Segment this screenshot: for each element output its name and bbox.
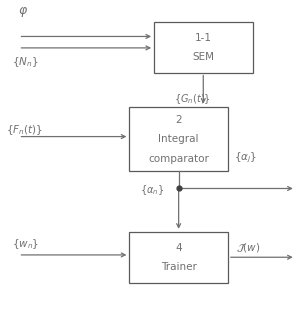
Text: 1-1: 1-1 <box>195 33 212 43</box>
Text: 4: 4 <box>175 243 182 253</box>
Text: $\{F_n(t)\}$: $\{F_n(t)\}$ <box>6 123 43 137</box>
FancyBboxPatch shape <box>129 232 228 283</box>
Text: Trainer: Trainer <box>161 262 197 273</box>
Text: $\{\alpha_j\}$: $\{\alpha_j\}$ <box>234 150 257 165</box>
Text: $\varphi$: $\varphi$ <box>18 5 29 19</box>
FancyBboxPatch shape <box>154 22 253 73</box>
Text: $\{w_n\}$: $\{w_n\}$ <box>12 237 40 251</box>
Text: Integral: Integral <box>158 134 199 144</box>
Text: 2: 2 <box>175 115 182 125</box>
Text: comparator: comparator <box>148 154 209 163</box>
Text: $\{G_n(t)\}$: $\{G_n(t)\}$ <box>174 92 211 106</box>
Text: SEM: SEM <box>192 52 214 62</box>
FancyBboxPatch shape <box>129 107 228 171</box>
Text: $\{N_n\}$: $\{N_n\}$ <box>12 55 39 69</box>
Text: $\mathcal{J}(w)$: $\mathcal{J}(w)$ <box>236 241 260 254</box>
Text: $\{\alpha_n\}$: $\{\alpha_n\}$ <box>140 183 164 197</box>
